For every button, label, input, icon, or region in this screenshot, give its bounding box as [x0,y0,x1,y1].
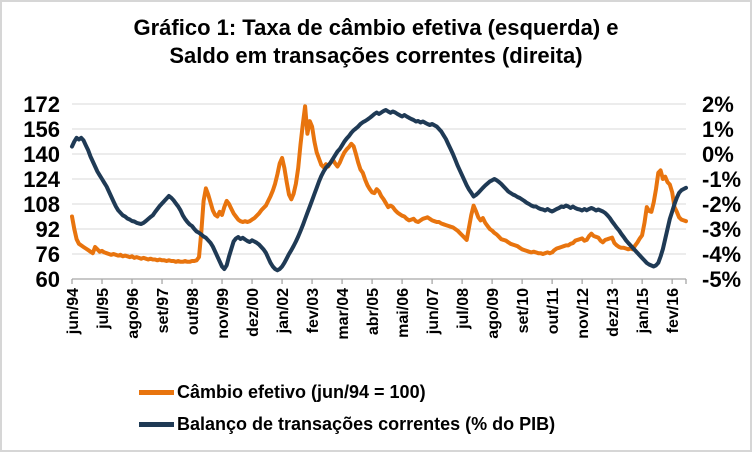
svg-text:1%: 1% [702,117,734,142]
svg-text:jan/02: jan/02 [275,288,292,334]
svg-text:156: 156 [23,117,60,142]
svg-text:nov/99: nov/99 [215,288,232,339]
svg-text:76: 76 [36,242,60,267]
svg-text:ago/09: ago/09 [485,288,502,339]
svg-text:mar/04: mar/04 [335,288,352,340]
svg-text:-5%: -5% [702,267,741,292]
svg-text:ago/96: ago/96 [125,288,142,339]
svg-text:fev/16: fev/16 [665,288,682,333]
svg-text:abr/05: abr/05 [365,288,382,335]
svg-text:jan/15: jan/15 [635,288,652,334]
x-axis [71,278,687,284]
svg-text:jul/95: jul/95 [95,288,112,330]
svg-text:dez/13: dez/13 [605,288,622,337]
svg-text:140: 140 [23,142,60,167]
legend: Câmbio efetivo (jun/94 = 100) Balanço de… [139,379,555,443]
svg-text:jul/08: jul/08 [455,288,472,330]
x-axis-labels: jun/94 jul/95 ago/96 set/97 out/98 nov/99 dez/… [65,288,682,340]
svg-text:nov/12: nov/12 [575,288,592,339]
svg-text:92: 92 [36,217,60,242]
svg-text:set/97: set/97 [155,288,172,333]
svg-text:fev/03: fev/03 [305,288,322,333]
balanco-line-swatch [139,421,174,427]
cambio-line-swatch [139,389,174,395]
svg-text:108: 108 [23,192,60,217]
chart-title-line2: Saldo em transações correntes (direita) [169,43,583,68]
legend-item-cambio: Câmbio efetivo (jun/94 = 100) [139,379,555,405]
svg-text:out/11: out/11 [545,288,562,334]
svg-text:172: 172 [23,92,60,117]
svg-text:-1%: -1% [702,167,741,192]
gridlines [72,103,686,255]
svg-text:60: 60 [36,267,60,292]
svg-text:-2%: -2% [702,192,741,217]
series-balanco-line [70,108,688,273]
svg-text:jun/07: jun/07 [425,288,442,335]
svg-text:0%: 0% [702,142,734,167]
chart-title-line1: Gráfico 1: Taxa de câmbio efetiva (esque… [133,15,619,40]
svg-text:-3%: -3% [702,217,741,242]
svg-text:-4%: -4% [702,242,741,267]
legend-item-balanco: Balanço de transações correntes (% do PI… [139,411,555,437]
svg-text:jun/94: jun/94 [65,288,82,335]
legend-label-cambio: Câmbio efetivo (jun/94 = 100) [177,381,426,402]
svg-text:set/10: set/10 [515,288,532,333]
series-cambio-line [70,104,688,264]
svg-text:dez/00: dez/00 [245,288,262,337]
svg-text:out/98: out/98 [185,288,202,335]
svg-text:mai/06: mai/06 [395,288,412,338]
y-axis-right-labels: 2%1%0%-1%-2%-3%-4%-5% [702,92,741,292]
legend-label-balanco: Balanço de transações correntes (% do PI… [177,413,556,434]
svg-text:124: 124 [23,167,60,192]
chart-title: Gráfico 1: Taxa de câmbio efetiva (esque… [2,14,750,70]
svg-text:2%: 2% [702,92,734,117]
